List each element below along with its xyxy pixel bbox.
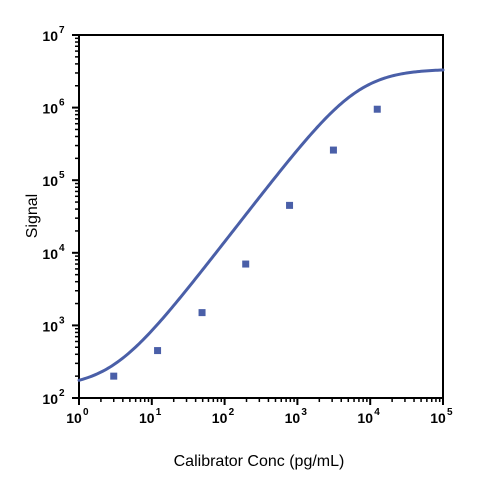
- data-point: [154, 347, 162, 355]
- x-tick-label: 10 5: [430, 407, 453, 426]
- y-tick-base: 10: [42, 318, 58, 334]
- x-tick-base: 10: [430, 410, 446, 426]
- y-tick-exponent: 3: [59, 315, 65, 326]
- x-tick-label: 10 2: [212, 407, 235, 426]
- data-point: [329, 146, 337, 154]
- x-tick-label: 10 3: [285, 407, 308, 426]
- y-tick-base: 10: [42, 101, 58, 117]
- tick-labels: 10 0 10 1 10 2 10 3 10 4 10 510 210 310 410 510 610 7: [42, 25, 453, 426]
- x-tick-label: 10 4: [357, 407, 380, 426]
- plot-border: [78, 34, 444, 399]
- x-tick-exponent: 1: [156, 407, 162, 418]
- y-tick-exponent: 4: [59, 243, 65, 254]
- y-tick-label: 10 4: [42, 243, 65, 262]
- x-tick-base: 10: [139, 410, 155, 426]
- data-point: [110, 372, 118, 380]
- y-axis-title: Signal: [24, 194, 41, 238]
- x-tick-exponent: 5: [447, 407, 453, 418]
- x-tick-exponent: 3: [301, 407, 307, 418]
- x-axis-title: Calibrator Conc (pg/mL): [174, 453, 345, 470]
- data-point: [286, 201, 294, 209]
- y-tick-exponent: 6: [59, 98, 65, 109]
- data-point: [373, 105, 381, 113]
- x-tick-exponent: 4: [374, 407, 380, 418]
- axis-ticks: [72, 34, 444, 405]
- y-tick-label: 10 6: [42, 98, 65, 117]
- fit-curve-layer: [77, 68, 445, 382]
- x-tick-label: 10 1: [139, 407, 162, 426]
- y-tick-exponent: 5: [59, 170, 65, 181]
- x-tick-exponent: 2: [229, 407, 235, 418]
- y-tick-label: 10 3: [42, 315, 65, 334]
- y-tick-base: 10: [42, 28, 58, 44]
- y-tick-exponent: 2: [59, 388, 65, 399]
- data-point: [242, 260, 250, 268]
- x-tick-label: 10 0: [66, 407, 89, 426]
- y-tick-base: 10: [42, 391, 58, 407]
- fit-curve: [77, 68, 445, 382]
- y-tick-label: 10 5: [42, 170, 65, 189]
- x-tick-exponent: 0: [83, 407, 89, 418]
- plot-frame: [78, 34, 444, 399]
- x-tick-base: 10: [357, 410, 373, 426]
- x-tick-base: 10: [285, 410, 301, 426]
- x-tick-base: 10: [66, 410, 82, 426]
- x-tick-base: 10: [212, 410, 228, 426]
- data-points-layer: [110, 105, 381, 380]
- y-tick-label: 10 2: [42, 388, 65, 407]
- data-point: [198, 309, 206, 317]
- y-tick-base: 10: [42, 173, 58, 189]
- y-tick-label: 10 7: [42, 25, 65, 44]
- y-tick-exponent: 7: [59, 25, 65, 36]
- y-tick-base: 10: [42, 246, 58, 262]
